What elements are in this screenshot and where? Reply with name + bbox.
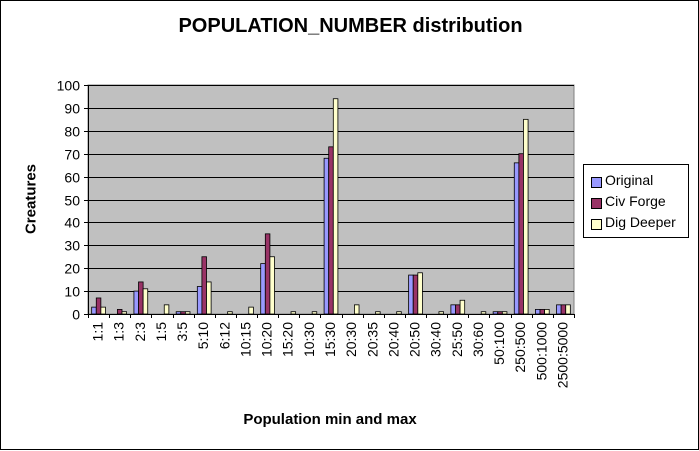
bar (518, 153, 524, 315)
legend-swatch (591, 198, 602, 209)
legend-label: Original (605, 172, 654, 188)
bar (196, 286, 203, 315)
x-axis-title: Population min and max (243, 411, 417, 428)
bar (396, 311, 402, 315)
y-tick-label: 40 (64, 215, 80, 231)
bar (180, 311, 186, 315)
bar (206, 281, 212, 315)
x-tick-label: 15:30 (322, 322, 338, 357)
bar (248, 306, 254, 315)
bar (121, 311, 127, 315)
bar (513, 162, 520, 315)
bar (95, 297, 102, 315)
bar (328, 146, 334, 315)
x-tick-label: 25:50 (449, 322, 465, 357)
x-tick-label: 6:12 (216, 322, 232, 349)
x-tick-label: 30:60 (470, 322, 486, 357)
bar (163, 304, 170, 315)
x-tick-label: 1:5 (153, 322, 169, 342)
legend-swatch (591, 219, 602, 230)
bar (438, 311, 444, 315)
bar (116, 309, 123, 315)
bar (480, 311, 487, 315)
y-tick-label: 50 (64, 193, 80, 209)
x-tick-label: 500:1000 (533, 322, 549, 381)
x-tick-label: 50:100 (491, 322, 507, 365)
bar (138, 281, 144, 315)
x-tick-label: 20:40 (385, 322, 401, 357)
bar (175, 311, 182, 315)
x-tick-label: 2500:5000 (554, 322, 570, 388)
y-tick-label: 10 (64, 284, 80, 300)
bar (133, 290, 139, 315)
bar (184, 311, 191, 315)
chart-title: POPULATION_NUMBER distribution (178, 15, 523, 37)
bar (501, 311, 508, 315)
bar (544, 309, 550, 315)
bar (290, 311, 297, 315)
bar (539, 309, 546, 315)
x-tick-label: 10:30 (301, 322, 317, 357)
y-tick-label: 0 (72, 307, 80, 323)
bar (565, 304, 571, 315)
bar (375, 311, 381, 315)
bar (332, 98, 339, 315)
x-tick-label: 20:50 (407, 322, 423, 357)
legend-swatch (591, 177, 602, 188)
y-tick-label: 100 (57, 78, 81, 94)
bar (100, 306, 106, 315)
bar (492, 311, 499, 315)
bar (323, 157, 330, 315)
y-tick-label: 20 (64, 261, 80, 277)
bar (264, 233, 271, 315)
y-tick-label: 30 (64, 238, 80, 254)
bar (311, 311, 318, 315)
x-tick-label: 10:15 (237, 322, 253, 357)
x-tick-label: 3:5 (174, 322, 190, 342)
y-tick-label: 90 (64, 101, 80, 117)
bar (535, 309, 541, 315)
x-tick-label: 1:3 (111, 322, 127, 342)
bar (417, 272, 423, 315)
x-tick-label: 1:1 (90, 322, 106, 342)
legend: Original Civ Forge Dig Deeper (583, 164, 689, 238)
y-tick-label: 80 (64, 124, 80, 140)
x-tick-label: 15:20 (280, 322, 296, 357)
legend-label: Civ Forge (605, 193, 666, 209)
y-tick-label: 70 (64, 147, 80, 163)
x-tick-label: 20:35 (364, 322, 380, 357)
bar (354, 304, 360, 315)
x-tick-label: 5:10 (195, 322, 211, 349)
bar (459, 299, 466, 315)
bar (556, 304, 562, 315)
x-tick-label: 20:30 (343, 322, 359, 357)
bar (523, 118, 529, 315)
legend-label: Dig Deeper (605, 214, 676, 230)
x-tick-label: 2:3 (132, 322, 148, 342)
x-tick-label: 10:20 (259, 322, 275, 357)
y-tick-label: 60 (64, 170, 80, 186)
bar (450, 304, 456, 315)
x-tick-label: 250:500 (512, 322, 528, 373)
bar (142, 288, 149, 315)
bar (560, 304, 567, 315)
bar (455, 304, 461, 315)
bar (412, 274, 419, 315)
bar (201, 256, 207, 315)
bar (269, 256, 275, 315)
bar (91, 306, 97, 315)
bar (227, 311, 233, 315)
bar (260, 263, 266, 315)
bar (497, 311, 503, 315)
bar (408, 274, 414, 315)
x-tick-label: 30:40 (428, 322, 444, 357)
